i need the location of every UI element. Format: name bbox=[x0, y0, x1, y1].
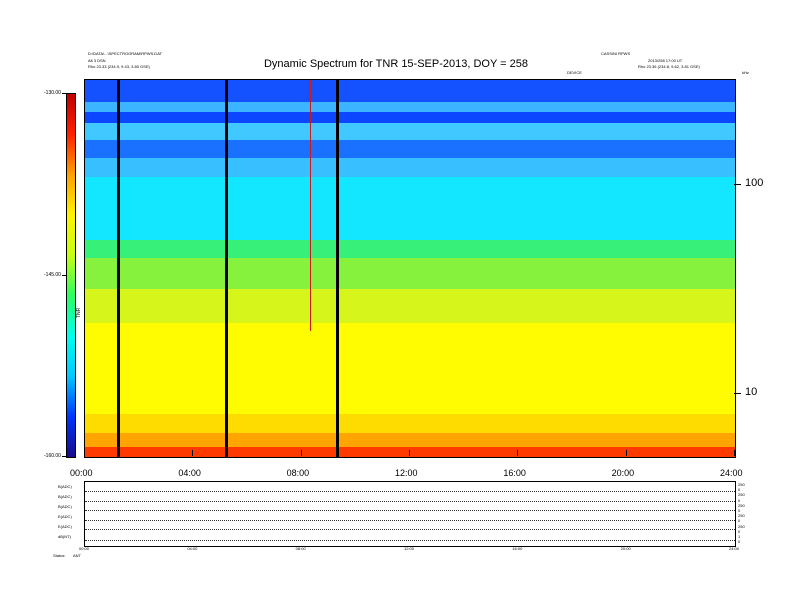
time-tick-mark bbox=[517, 450, 519, 456]
time-tick-label: 24:00 bbox=[720, 468, 743, 478]
spectrum-band bbox=[85, 414, 735, 434]
colorbar-tick-mark bbox=[62, 274, 66, 276]
spectrum-band bbox=[85, 122, 735, 141]
housekeeping-time-label: 16:00 bbox=[512, 546, 523, 551]
status-value: ANT bbox=[73, 553, 81, 558]
housekeeping-right-label: 1 bbox=[738, 534, 741, 539]
housekeeping-row-label: B(ADC) bbox=[58, 504, 72, 509]
housekeeping-panel bbox=[84, 481, 736, 547]
housekeeping-row-label: B(ADC) bbox=[58, 484, 72, 489]
colorbar-tick-label: -130.00 bbox=[44, 90, 61, 96]
header-unit-corner: kHz bbox=[742, 70, 749, 75]
housekeeping-right-label: 0 bbox=[738, 518, 741, 524]
colorbar-tick-mark bbox=[62, 456, 66, 457]
time-tick-mark bbox=[84, 450, 85, 456]
frequency-tick-mark bbox=[734, 393, 741, 395]
header-position-left: Rho 23.33 (234.9, 9.43, 3.80 GSE) bbox=[88, 64, 150, 69]
housekeeping-time-label: 20:00 bbox=[620, 546, 631, 551]
chart-title: Dynamic Spectrum for TNR 15-SEP-2013, DO… bbox=[263, 58, 528, 70]
housekeeping-row-label: B(ADC) bbox=[58, 494, 72, 499]
data-gap-line bbox=[335, 80, 339, 457]
housekeeping-trace bbox=[85, 501, 735, 503]
housekeeping-right-label: 250 bbox=[738, 492, 745, 498]
time-tick-label: 12:00 bbox=[395, 468, 418, 478]
housekeeping-row-label: dB(NT) bbox=[58, 534, 71, 539]
time-tick-label: 00:00 bbox=[70, 468, 93, 478]
radio-burst-line bbox=[309, 80, 311, 332]
header-mission: CASSINI RPWS bbox=[601, 51, 631, 56]
housekeeping-right-label: 250 bbox=[738, 523, 745, 529]
frequency-tick-label: 10 bbox=[745, 386, 758, 399]
time-tick-mark bbox=[192, 450, 194, 456]
spectrum-band bbox=[85, 140, 735, 159]
status-label: Status: bbox=[53, 553, 66, 558]
header-position-right: Rho 23.36 (234.8, 9.62, 3.81 GSE) bbox=[638, 64, 700, 69]
header-source-line: D:\DATA\...\SPECTROGRAM\RPWS.DAT bbox=[88, 51, 163, 56]
time-tick-label: 20:00 bbox=[611, 468, 635, 478]
colorbar-tick-label: -145.00 bbox=[44, 271, 61, 278]
housekeeping-time-label: 00:00 bbox=[79, 546, 90, 551]
housekeeping-right-label: 0 bbox=[738, 528, 741, 534]
spectrum-band bbox=[85, 158, 735, 178]
header-time: 2013/258 17:00 UT bbox=[648, 58, 683, 63]
housekeeping-time-label: 08:00 bbox=[295, 546, 306, 551]
frequency-tick-mark bbox=[734, 184, 741, 186]
housekeeping-trace bbox=[85, 520, 735, 522]
time-tick-mark bbox=[409, 450, 410, 456]
colorbar bbox=[66, 93, 76, 458]
housekeeping-row-label: E(ADC) bbox=[58, 524, 72, 529]
housekeeping-trace bbox=[85, 540, 735, 542]
spectrum-band bbox=[85, 176, 735, 241]
housekeeping-time-label: 12:00 bbox=[404, 546, 415, 551]
time-tick-label: 16:00 bbox=[503, 468, 526, 478]
housekeeping-row-label: E(ADC) bbox=[58, 514, 72, 519]
spectrum-band bbox=[85, 102, 735, 113]
time-tick-mark bbox=[300, 450, 302, 456]
header-device-note: DEVICE bbox=[567, 70, 582, 75]
data-gap-line bbox=[116, 80, 120, 457]
time-tick-label: 08:00 bbox=[286, 468, 310, 478]
time-tick-mark bbox=[734, 450, 735, 456]
colorbar-tick-label: -160.00 bbox=[44, 453, 61, 459]
housekeeping-right-label: 250 bbox=[738, 502, 745, 508]
colorbar-tick-mark bbox=[62, 93, 66, 94]
header-config-line: Alt 3 DSN bbox=[88, 58, 106, 63]
housekeeping-trace bbox=[85, 491, 735, 493]
colorbar-label: TNR bbox=[76, 307, 82, 318]
housekeeping-right-label: 0 bbox=[738, 539, 741, 545]
frequency-tick-label: 100 bbox=[745, 177, 764, 190]
spectrum-band bbox=[85, 433, 735, 448]
time-tick-mark bbox=[625, 450, 627, 456]
spectrum-band bbox=[85, 239, 735, 259]
housekeeping-time-label: 24:00 bbox=[729, 546, 740, 551]
spectrum-band bbox=[85, 446, 735, 457]
housekeeping-time-label: 04:00 bbox=[187, 546, 198, 551]
housekeeping-right-label: 250 bbox=[738, 482, 745, 487]
housekeeping-right-label: 0 bbox=[738, 508, 741, 513]
spectrum-band bbox=[85, 322, 735, 415]
housekeeping-right-label: 0 bbox=[738, 497, 741, 503]
housekeeping-right-label: 250 bbox=[738, 513, 745, 519]
housekeeping-right-label: 0 bbox=[738, 487, 741, 493]
housekeeping-trace bbox=[85, 529, 735, 531]
spectrum-band bbox=[85, 257, 735, 290]
spectrogram-plot bbox=[84, 79, 736, 458]
housekeeping-trace bbox=[85, 510, 735, 512]
spectrum-band bbox=[85, 288, 735, 324]
spectrum-band bbox=[85, 111, 735, 124]
data-gap-line bbox=[224, 80, 228, 457]
spectrum-band bbox=[85, 80, 735, 103]
time-tick-label: 04:00 bbox=[178, 468, 201, 478]
